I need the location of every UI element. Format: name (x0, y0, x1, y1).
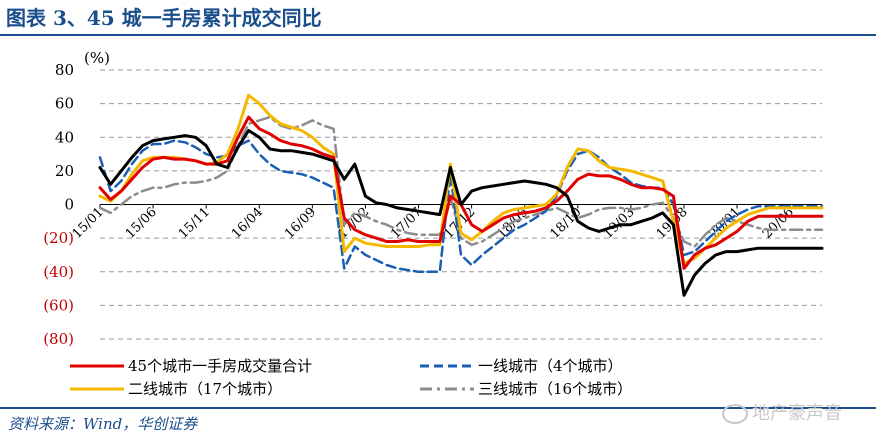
title-rule (0, 34, 876, 36)
line-chart: 80 60 40 20 0 (20) (40) (60) (80) (%) 15/01 15/06… (43, 49, 824, 398)
x-tick-label: 16/04 (229, 205, 266, 242)
legend-label: 一线城市（4个城市） (478, 357, 623, 375)
legend-label: 45个城市一手房成交量合计 (128, 357, 312, 375)
y-tick-label: 20 (55, 162, 74, 180)
x-tick-label: 15/06 (123, 205, 160, 242)
y-axis: 80 60 40 20 0 (20) (40) (60) (80) (43, 61, 74, 348)
watermark: 地产豪声音 (722, 400, 842, 428)
y-tick-label: (20) (43, 229, 74, 247)
x-tick-label: 15/11 (176, 205, 213, 242)
footer-rule (0, 407, 876, 409)
series-line (98, 115, 824, 248)
legend-label: 三线城市（16个城市） (478, 380, 632, 398)
x-axis: 15/01 15/06 15/11 16/04 16/09 17/02 17/07 17/12… (70, 204, 797, 242)
y-tick-label: 40 (55, 128, 74, 146)
legend-label: 二线城市（17个城市） (128, 380, 282, 398)
series-line (98, 139, 824, 274)
source-note: 资料来源：Wind，华创证券 (8, 415, 198, 433)
y-tick-label: (80) (43, 330, 74, 348)
x-tick-label: 16/09 (282, 205, 319, 242)
y-tick-label: (60) (43, 296, 74, 314)
watermark-text: 地产豪声音 (752, 403, 842, 424)
y-tick-label: 0 (64, 196, 74, 214)
y-tick-label: 80 (55, 61, 74, 79)
chart-title: 图表 3、45 城一手房累计成交同比 (6, 6, 322, 30)
series-lines (98, 93, 824, 297)
y-axis-label: (%) (84, 49, 110, 67)
x-tick-label: 15/01 (70, 205, 107, 242)
series-line (98, 129, 824, 297)
y-tick-label: 60 (55, 95, 74, 113)
y-tick-label: (40) (43, 263, 74, 281)
legend: 45个城市一手房成交量合计 一线城市（4个城市） 二线城市（17个城市） 三线城市（1… (70, 357, 632, 398)
wechat-icon (722, 404, 748, 424)
